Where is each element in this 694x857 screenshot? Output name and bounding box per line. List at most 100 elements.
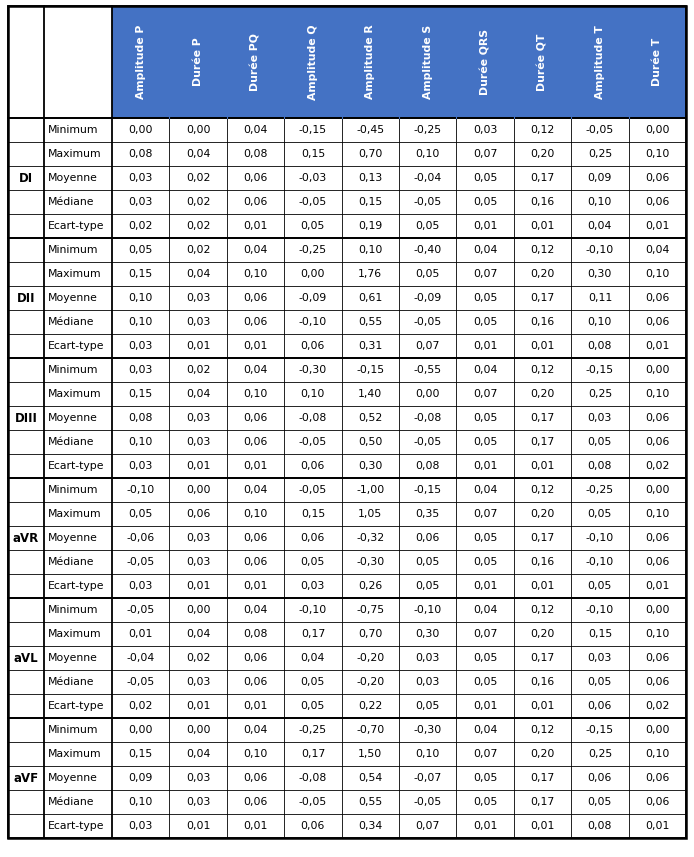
Text: 0,04: 0,04	[473, 605, 498, 615]
Text: 0,00: 0,00	[645, 605, 670, 615]
Text: 0,01: 0,01	[186, 461, 210, 471]
Bar	[8, 694, 686, 718]
Text: 0,05: 0,05	[473, 557, 498, 567]
Text: 0,17: 0,17	[530, 797, 555, 807]
Text: 0,04: 0,04	[244, 485, 268, 495]
Text: 0,06: 0,06	[244, 317, 268, 327]
Text: Amplitude T: Amplitude T	[595, 25, 605, 99]
Text: 0,10: 0,10	[244, 269, 268, 279]
Text: 1,50: 1,50	[358, 749, 382, 759]
Text: 0,01: 0,01	[645, 821, 670, 831]
Bar	[8, 502, 686, 526]
Text: 0,70: 0,70	[358, 149, 382, 159]
Text: -0,15: -0,15	[586, 365, 614, 375]
Text: Médiane: Médiane	[48, 197, 94, 207]
Bar	[8, 358, 686, 382]
Text: 0,08: 0,08	[128, 413, 153, 423]
Text: -0,25: -0,25	[299, 725, 327, 735]
Text: 0,01: 0,01	[530, 341, 555, 351]
Text: Maximum: Maximum	[48, 629, 101, 639]
Text: 0,06: 0,06	[645, 293, 670, 303]
Text: -0,04: -0,04	[126, 653, 155, 663]
Bar	[8, 262, 686, 286]
Text: -0,20: -0,20	[356, 677, 384, 687]
Text: 0,17: 0,17	[530, 413, 555, 423]
Text: 0,01: 0,01	[244, 821, 268, 831]
Text: 0,70: 0,70	[358, 629, 382, 639]
Text: 0,25: 0,25	[588, 149, 612, 159]
Text: 0,08: 0,08	[128, 149, 153, 159]
Text: 0,10: 0,10	[244, 749, 268, 759]
Text: 0,05: 0,05	[473, 797, 498, 807]
Text: 0,04: 0,04	[186, 269, 210, 279]
Text: 0,06: 0,06	[244, 533, 268, 543]
Text: -0,30: -0,30	[414, 725, 442, 735]
Text: 0,05: 0,05	[301, 701, 325, 711]
Text: 0,01: 0,01	[244, 341, 268, 351]
Text: 0,26: 0,26	[358, 581, 382, 591]
Text: 0,06: 0,06	[645, 413, 670, 423]
Text: 0,22: 0,22	[358, 701, 382, 711]
Text: 0,06: 0,06	[645, 317, 670, 327]
Text: 0,30: 0,30	[358, 461, 382, 471]
Text: 0,07: 0,07	[473, 629, 498, 639]
Text: 0,02: 0,02	[186, 365, 210, 375]
Text: 0,06: 0,06	[301, 461, 325, 471]
Text: -0,05: -0,05	[414, 317, 442, 327]
Bar	[8, 670, 686, 694]
Text: 0,55: 0,55	[358, 317, 382, 327]
Text: 0,08: 0,08	[416, 461, 440, 471]
Bar	[8, 118, 686, 238]
Text: 0,05: 0,05	[473, 317, 498, 327]
Text: -0,06: -0,06	[126, 533, 155, 543]
Text: 0,00: 0,00	[128, 125, 153, 135]
Text: 0,03: 0,03	[473, 125, 498, 135]
Text: 0,00: 0,00	[186, 605, 210, 615]
Bar	[8, 454, 686, 478]
Text: 0,05: 0,05	[588, 797, 612, 807]
Text: 0,03: 0,03	[128, 341, 153, 351]
Text: -0,10: -0,10	[586, 605, 614, 615]
Text: 0,02: 0,02	[186, 197, 210, 207]
Text: 0,00: 0,00	[186, 725, 210, 735]
Text: 0,02: 0,02	[186, 221, 210, 231]
Bar	[8, 238, 686, 262]
Text: 0,20: 0,20	[530, 749, 555, 759]
Text: 0,05: 0,05	[473, 773, 498, 783]
Text: -0,05: -0,05	[414, 197, 442, 207]
Text: 0,06: 0,06	[645, 797, 670, 807]
Text: Moyenne: Moyenne	[48, 533, 98, 543]
Text: 0,20: 0,20	[530, 629, 555, 639]
Text: 0,06: 0,06	[645, 197, 670, 207]
Text: Durée QT: Durée QT	[537, 33, 548, 91]
Text: 0,06: 0,06	[645, 773, 670, 783]
Text: 0,05: 0,05	[416, 581, 440, 591]
Text: 0,01: 0,01	[473, 461, 498, 471]
Text: 0,00: 0,00	[645, 365, 670, 375]
Text: 0,20: 0,20	[530, 149, 555, 159]
Text: 0,17: 0,17	[530, 653, 555, 663]
Text: -0,10: -0,10	[586, 533, 614, 543]
Text: 0,03: 0,03	[186, 773, 210, 783]
Text: 0,06: 0,06	[645, 557, 670, 567]
Bar	[8, 142, 686, 166]
Bar	[8, 478, 686, 502]
Text: 0,03: 0,03	[186, 557, 210, 567]
Text: 0,01: 0,01	[530, 821, 555, 831]
Text: Amplitude S: Amplitude S	[423, 25, 432, 99]
Text: 1,76: 1,76	[358, 269, 382, 279]
Text: 0,03: 0,03	[128, 173, 153, 183]
Text: 0,06: 0,06	[244, 293, 268, 303]
Text: 0,16: 0,16	[530, 557, 555, 567]
Text: 0,20: 0,20	[530, 509, 555, 519]
Text: Durée P: Durée P	[193, 38, 203, 87]
Text: -0,09: -0,09	[299, 293, 327, 303]
Bar	[169, 6, 227, 118]
Text: 1,05: 1,05	[358, 509, 382, 519]
Text: Ecart-type: Ecart-type	[48, 581, 105, 591]
Text: 0,01: 0,01	[473, 701, 498, 711]
Text: -0,08: -0,08	[414, 413, 442, 423]
Text: 0,03: 0,03	[301, 581, 325, 591]
Text: 0,04: 0,04	[244, 605, 268, 615]
Text: 0,04: 0,04	[244, 245, 268, 255]
